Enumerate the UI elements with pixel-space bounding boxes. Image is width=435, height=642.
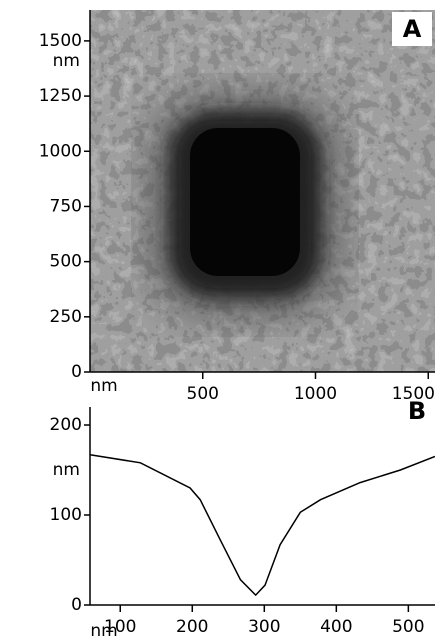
panel-label: A — [403, 15, 422, 43]
y-tick-label: 200 — [50, 415, 82, 435]
y-tick-label: 1250 — [39, 86, 82, 106]
panel-label-box — [392, 12, 432, 46]
x-tick-label: 500 — [392, 617, 424, 637]
panel-label: B — [408, 397, 426, 425]
x-axis-label: nm — [90, 376, 117, 396]
afm-image — [90, 10, 435, 372]
y-tick-label: 1000 — [39, 141, 82, 161]
y-tick-label: 500 — [50, 252, 82, 272]
y-tick-label: 250 — [50, 307, 82, 327]
x-tick-label: 1500 — [392, 384, 435, 404]
y-tick-label: 0 — [71, 362, 82, 382]
y-tick-label: 750 — [50, 196, 82, 216]
y-axis-label: nm — [53, 51, 80, 71]
x-tick-label: 200 — [176, 617, 208, 637]
x-axis-label: nm — [90, 621, 117, 641]
x-tick-label: 1000 — [294, 384, 337, 404]
x-tick-label: 300 — [248, 617, 280, 637]
y-tick-label: 0 — [71, 595, 82, 615]
y-tick-label: 100 — [50, 505, 82, 525]
profile-line — [89, 453, 435, 597]
x-tick-label: 100 — [104, 617, 136, 637]
y-tick-label: 1500 — [39, 31, 82, 51]
x-tick-label: 400 — [320, 617, 352, 637]
x-tick-label: 500 — [187, 384, 219, 404]
y-axis-label: nm — [53, 460, 80, 480]
